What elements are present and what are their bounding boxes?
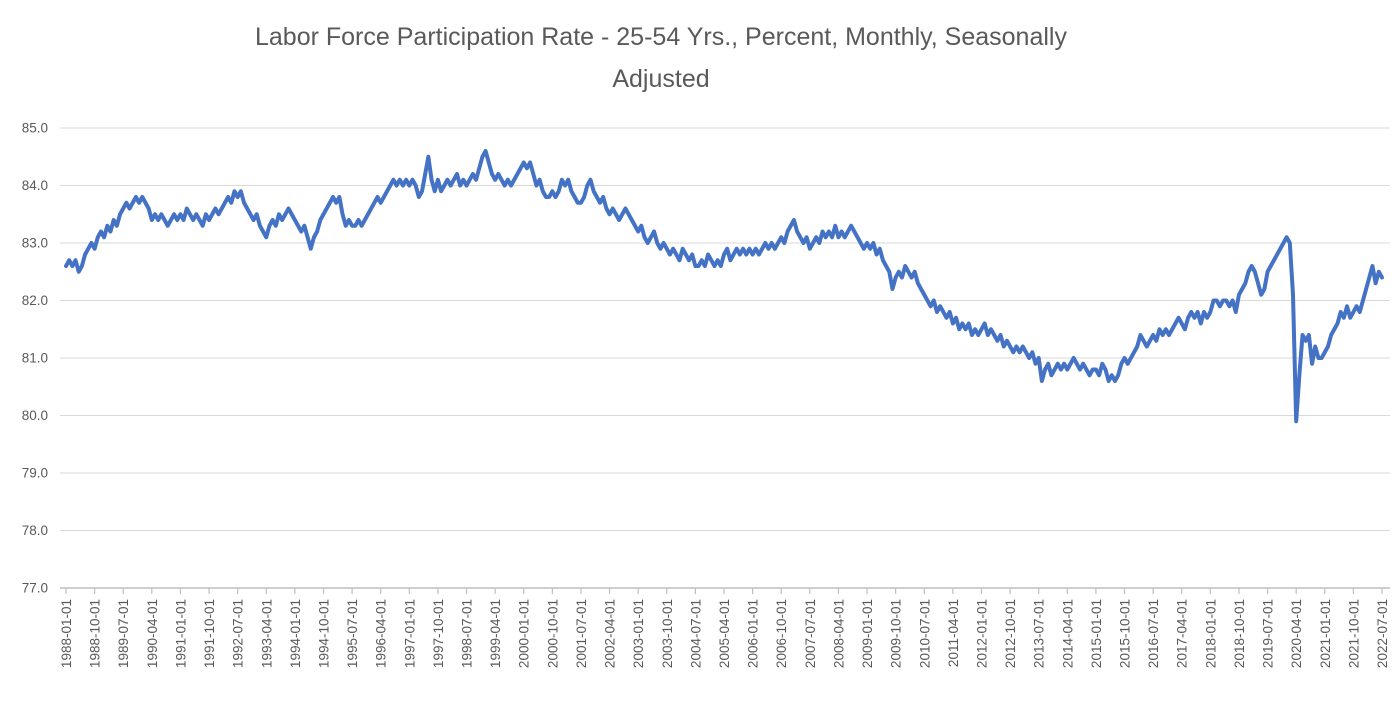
x-axis-tick-label: 2008-04-01 (831, 599, 846, 668)
y-axis-tick-label: 79.0 (22, 466, 48, 481)
x-axis-tick-label: 1989-07-01 (116, 599, 131, 668)
x-axis-tick-label: 2006-01-01 (746, 599, 761, 668)
x-axis-tick-label: 1994-10-01 (316, 599, 331, 668)
y-axis-tick-label: 83.0 (22, 236, 48, 251)
y-axis-labels: 85.0 84.0 83.0 82.0 81.0 80.0 79.0 78.0 77.0 (22, 121, 48, 596)
x-axis-tick-label: 2020-04-01 (1289, 599, 1304, 668)
x-axis-tick-label: 2009-10-01 (889, 599, 904, 668)
x-axis-tick-label: 1990-04-01 (145, 599, 160, 668)
y-axis-tick-label: 80.0 (22, 408, 48, 423)
x-axis-tick-label: 2017-04-01 (1175, 599, 1190, 668)
x-axis-tick-label: 2013-07-01 (1032, 599, 1047, 668)
x-axis-tick-label: 2019-07-01 (1261, 599, 1276, 668)
x-axis-tick-label: 2021-01-01 (1318, 599, 1333, 668)
y-axis-tick-label: 81.0 (22, 351, 48, 366)
x-axis-tick-label: 1997-01-01 (402, 599, 417, 668)
x-axis-tick-label: 2000-01-01 (517, 599, 532, 668)
x-axis-tick-label: 2022-07-01 (1375, 599, 1390, 668)
x-axis-tick-label: 1993-04-01 (259, 599, 274, 668)
x-axis-tick-label: 1995-07-01 (345, 599, 360, 668)
x-axis-tick-label: 2012-10-01 (1003, 599, 1018, 668)
x-axis-tick-label: 1988-10-01 (88, 599, 103, 668)
x-axis-tick-label: 2004-07-01 (688, 599, 703, 668)
y-axis-tick-label: 78.0 (22, 523, 48, 538)
x-axis-tick-label: 1998-07-01 (460, 599, 475, 668)
x-axis-tick-label: 2018-01-01 (1203, 599, 1218, 668)
x-axis (60, 587, 1390, 594)
chart-title-line1: Labor Force Participation Rate - 25-54 Y… (255, 23, 1067, 51)
x-axis-labels: 1988-01-01 1988-10-01 1989-07-01 1990-04-01… (59, 599, 1390, 668)
x-axis-tick-label: 2011-04-01 (946, 599, 961, 667)
x-axis-tick-label: 2015-01-01 (1089, 599, 1104, 668)
x-axis-tick-label: 2000-10-01 (545, 599, 560, 668)
x-axis-tick-label: 2009-01-01 (860, 599, 875, 668)
x-axis-tick-label: 1999-04-01 (488, 599, 503, 668)
x-axis-tick-label: 2016-07-01 (1146, 599, 1161, 668)
x-axis-tick-label: 1994-01-01 (288, 599, 303, 668)
x-axis-tick-label: 1991-10-01 (202, 599, 217, 668)
y-axis-tick-label: 82.0 (22, 293, 48, 308)
x-axis-tick-label: 1991-01-01 (173, 599, 188, 668)
x-axis-tick-label: 2007-07-01 (803, 599, 818, 668)
x-axis-tick-label: 2018-10-01 (1232, 599, 1247, 668)
x-axis-tick-label: 1996-04-01 (374, 599, 389, 668)
x-axis-tick-label: 2012-01-01 (974, 599, 989, 668)
x-axis-tick-label: 2014-04-01 (1060, 599, 1075, 668)
chart-title: Labor Force Participation Rate - 25-54 Y… (0, 16, 1322, 100)
lfpr-line-series (64, 149, 1384, 424)
x-axis-tick-label: 2006-10-01 (774, 599, 789, 668)
x-axis-tick-label: 2010-07-01 (917, 599, 932, 668)
x-axis-tick-label: 2002-04-01 (603, 599, 618, 668)
x-axis-tick-label: 2001-07-01 (574, 599, 589, 668)
x-axis-tick-label: 2021-10-01 (1346, 599, 1361, 668)
chart-title-line2: Adjusted (612, 65, 710, 93)
y-axis-tick-label: 84.0 (22, 178, 48, 193)
x-axis-tick-label: 2003-01-01 (631, 599, 646, 668)
y-gridlines (60, 127, 1390, 531)
y-axis-tick-label: 77.0 (22, 581, 48, 596)
data-series (64, 149, 1384, 424)
x-axis-tick-label: 1997-10-01 (431, 599, 446, 668)
x-axis-tick-label: 2005-04-01 (717, 599, 732, 668)
x-axis-tick-label: 2003-10-01 (660, 599, 675, 668)
y-axis-tick-label: 85.0 (22, 121, 48, 136)
x-axis-tick-label: 1988-01-01 (59, 599, 74, 668)
x-axis-tick-label: 1992-07-01 (231, 599, 246, 668)
x-axis-tick-label: 2015-10-01 (1118, 599, 1133, 668)
